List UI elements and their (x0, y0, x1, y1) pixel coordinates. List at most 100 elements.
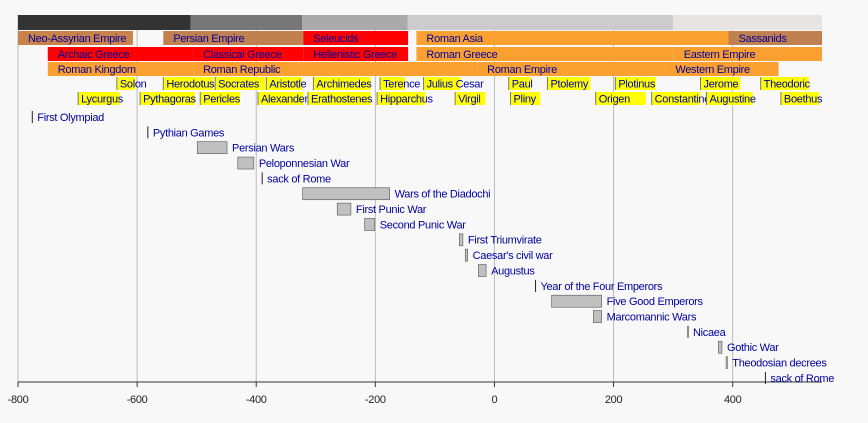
event-bar (364, 218, 376, 231)
era-bar (416, 31, 729, 45)
event-label: Nicaea (693, 327, 727, 339)
era-bar (407, 15, 674, 30)
person-bar (380, 77, 406, 90)
person-label: Archimedes (316, 78, 372, 90)
x-tick-label: -400 (246, 394, 267, 406)
x-tick-label: -800 (8, 394, 29, 406)
person-bar (258, 92, 304, 105)
person-bar (377, 92, 426, 105)
era-label: Roman Asia (426, 33, 483, 45)
era-label: Sassanids (738, 33, 787, 45)
event-label: Caesar's civil war (473, 250, 553, 262)
era-bar (163, 31, 304, 45)
person-bar (510, 92, 541, 105)
era-bar (302, 15, 408, 30)
person-label: Hipparchus (380, 93, 433, 105)
era-label: Classical Greece (203, 49, 282, 61)
person-bar (615, 77, 656, 90)
era-label: Roman Empire (487, 64, 557, 76)
era-label: Neo-Assyrian Empire (28, 33, 126, 45)
era-label: Roman Republic (203, 64, 281, 76)
era-bar (477, 62, 666, 76)
event-label: First Triumvirate (468, 235, 542, 247)
event-label: Marcomannic Wars (607, 311, 697, 323)
person-label: Pythagoras (143, 93, 196, 105)
event-label: First Olympiad (37, 112, 104, 124)
person-label: Theodoric (764, 78, 811, 90)
person-bar (140, 92, 195, 105)
person-label: Ptolemy (550, 78, 588, 90)
event-label: Gothic War (727, 342, 779, 354)
person-label: Erathostenes (311, 93, 373, 105)
person-label: Paul (512, 78, 533, 90)
person-label: Augustine (709, 93, 755, 105)
person-label: Solon (120, 78, 147, 90)
era-bar (673, 47, 822, 61)
era-label: Archaic Greece (58, 49, 130, 61)
person-bar (308, 92, 371, 105)
event-bar (718, 340, 723, 354)
person-bar (780, 92, 820, 105)
person-label: Origen (599, 93, 630, 105)
person-bar (700, 77, 741, 90)
person-bar (116, 77, 136, 90)
era-bar (18, 31, 133, 45)
event-label: Augustus (491, 265, 535, 277)
era-bar (728, 31, 822, 45)
person-bar (547, 77, 591, 90)
era-bar (193, 62, 478, 76)
person-bar (595, 92, 646, 105)
era-bar (416, 47, 674, 61)
event-label: Persian Wars (232, 143, 295, 155)
event-bar (196, 141, 228, 154)
person-bar (78, 92, 120, 105)
person-bar (313, 77, 371, 90)
era-bar (193, 47, 304, 61)
event-bar (478, 264, 487, 277)
era-label: Western Empire (675, 64, 750, 76)
event-bar (336, 202, 352, 216)
person-bar (200, 92, 241, 105)
era-bar (190, 15, 303, 30)
person-label: Aristotle (269, 78, 306, 90)
x-tick-label: -600 (127, 394, 148, 406)
person-bar (163, 77, 214, 90)
era-bar (47, 47, 194, 61)
era-label: Seleucids (313, 33, 359, 45)
person-label: Terence (383, 78, 420, 90)
x-tick-label: 0 (492, 394, 498, 406)
era-label: Roman Kingdom (58, 64, 136, 76)
person-bar (651, 92, 701, 105)
person-label: Jerome (704, 78, 739, 90)
event-bar (237, 156, 255, 170)
era-label: Roman Greece (426, 49, 497, 61)
event-label: Second Punic War (380, 219, 467, 231)
person-label: Alexander (261, 93, 308, 105)
x-tick-label: -200 (365, 394, 386, 406)
x-tick-label: 400 (724, 394, 742, 406)
person-label: Constantine (655, 93, 711, 105)
event-label: sack of Rome (267, 173, 331, 185)
era-bar (47, 62, 194, 76)
event-bar (551, 294, 602, 308)
era-bar (303, 47, 409, 61)
era-label: Eastern Empire (684, 49, 756, 61)
event-bar (725, 356, 728, 369)
event-label: sack of Rome (770, 373, 834, 385)
person-bar (423, 77, 461, 90)
person-bar (760, 77, 809, 90)
person-label: Lycurgus (81, 93, 124, 105)
person-bar (455, 92, 486, 105)
person-label: Herodotus (166, 78, 215, 90)
person-label: Socrates (218, 78, 260, 90)
event-label: First Punic War (356, 204, 427, 216)
person-bar (706, 92, 753, 105)
person-bar (266, 77, 303, 90)
person-label: Boethus (784, 93, 823, 105)
event-label: Theodosian decrees (732, 358, 827, 370)
event-bar (302, 187, 390, 201)
event-bar (459, 233, 464, 247)
x-tick-label: 200 (605, 394, 623, 406)
era-bar (18, 15, 191, 30)
